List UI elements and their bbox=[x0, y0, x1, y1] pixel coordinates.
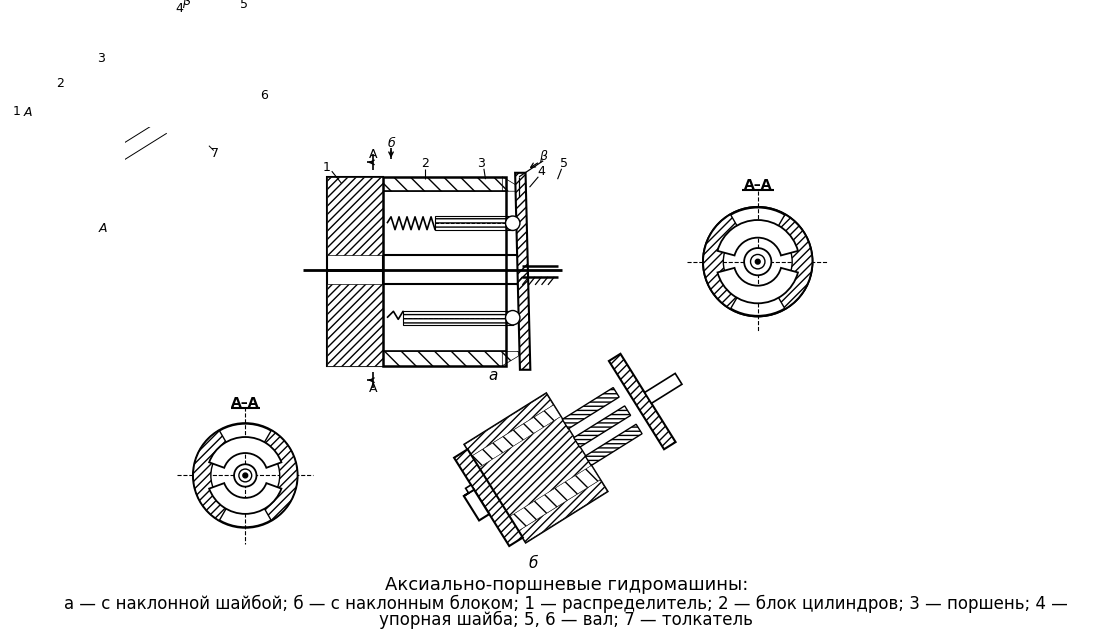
Text: 4: 4 bbox=[538, 165, 545, 178]
Polygon shape bbox=[403, 311, 512, 325]
Circle shape bbox=[744, 248, 771, 275]
Polygon shape bbox=[509, 466, 601, 531]
Text: 5: 5 bbox=[560, 158, 568, 170]
Text: A: A bbox=[99, 223, 107, 235]
Polygon shape bbox=[383, 177, 506, 191]
Text: б: б bbox=[529, 556, 538, 571]
Text: упорная шайба; 5, 6 — вал; 7 — толкатель: упорная шайба; 5, 6 — вал; 7 — толкатель bbox=[379, 611, 754, 628]
Circle shape bbox=[188, 53, 199, 64]
Polygon shape bbox=[574, 406, 630, 447]
Text: 2: 2 bbox=[56, 77, 64, 89]
Text: β: β bbox=[182, 0, 190, 8]
Polygon shape bbox=[519, 480, 607, 542]
Text: 2: 2 bbox=[421, 158, 430, 170]
Polygon shape bbox=[327, 177, 383, 366]
Text: A: A bbox=[24, 106, 32, 119]
Polygon shape bbox=[585, 424, 642, 466]
Polygon shape bbox=[327, 284, 383, 366]
Text: А–А: А–А bbox=[231, 396, 260, 410]
Circle shape bbox=[242, 473, 248, 478]
Text: А–А: А–А bbox=[744, 178, 773, 192]
Text: 3: 3 bbox=[477, 158, 486, 170]
Wedge shape bbox=[193, 431, 228, 521]
Wedge shape bbox=[717, 268, 798, 303]
Text: 3: 3 bbox=[97, 52, 106, 66]
Polygon shape bbox=[479, 417, 591, 517]
Wedge shape bbox=[703, 214, 741, 309]
Circle shape bbox=[239, 469, 251, 482]
Wedge shape bbox=[775, 214, 812, 309]
Text: а: а bbox=[489, 368, 498, 383]
Wedge shape bbox=[209, 483, 281, 514]
Text: A: A bbox=[369, 382, 378, 395]
Polygon shape bbox=[503, 352, 518, 366]
Polygon shape bbox=[464, 489, 489, 521]
Polygon shape bbox=[465, 394, 553, 456]
Circle shape bbox=[234, 464, 257, 487]
Circle shape bbox=[750, 255, 765, 269]
Text: 7: 7 bbox=[212, 147, 219, 160]
Text: β: β bbox=[539, 151, 548, 163]
Wedge shape bbox=[262, 431, 298, 521]
Text: 4: 4 bbox=[175, 2, 183, 15]
Text: 5: 5 bbox=[240, 0, 248, 11]
Polygon shape bbox=[645, 373, 682, 403]
Polygon shape bbox=[435, 216, 512, 230]
Polygon shape bbox=[464, 485, 474, 496]
Circle shape bbox=[199, 71, 210, 83]
Polygon shape bbox=[472, 405, 561, 468]
Wedge shape bbox=[717, 220, 798, 255]
Text: а — с наклонной шайбой; б — с наклонным блоком; 1 — распределитель; 2 — блок цил: а — с наклонной шайбой; б — с наклонным … bbox=[64, 595, 1068, 612]
Polygon shape bbox=[562, 387, 619, 429]
Circle shape bbox=[755, 259, 760, 264]
Circle shape bbox=[506, 216, 520, 230]
Polygon shape bbox=[465, 394, 607, 542]
Polygon shape bbox=[327, 177, 383, 255]
Circle shape bbox=[193, 424, 298, 528]
Text: б: б bbox=[387, 137, 395, 150]
Text: 1: 1 bbox=[12, 105, 21, 119]
Text: 6: 6 bbox=[260, 89, 268, 102]
Circle shape bbox=[212, 90, 223, 101]
Circle shape bbox=[506, 311, 520, 325]
Text: 1: 1 bbox=[323, 161, 331, 174]
Wedge shape bbox=[209, 437, 281, 468]
Circle shape bbox=[703, 207, 812, 316]
Polygon shape bbox=[503, 177, 518, 191]
Polygon shape bbox=[515, 173, 530, 370]
Text: Аксиально-поршневые гидромашины:: Аксиально-поршневые гидромашины: bbox=[385, 576, 748, 594]
Polygon shape bbox=[609, 354, 676, 449]
Polygon shape bbox=[454, 449, 522, 546]
Polygon shape bbox=[383, 352, 506, 366]
Circle shape bbox=[703, 207, 812, 316]
Text: A: A bbox=[369, 148, 378, 161]
